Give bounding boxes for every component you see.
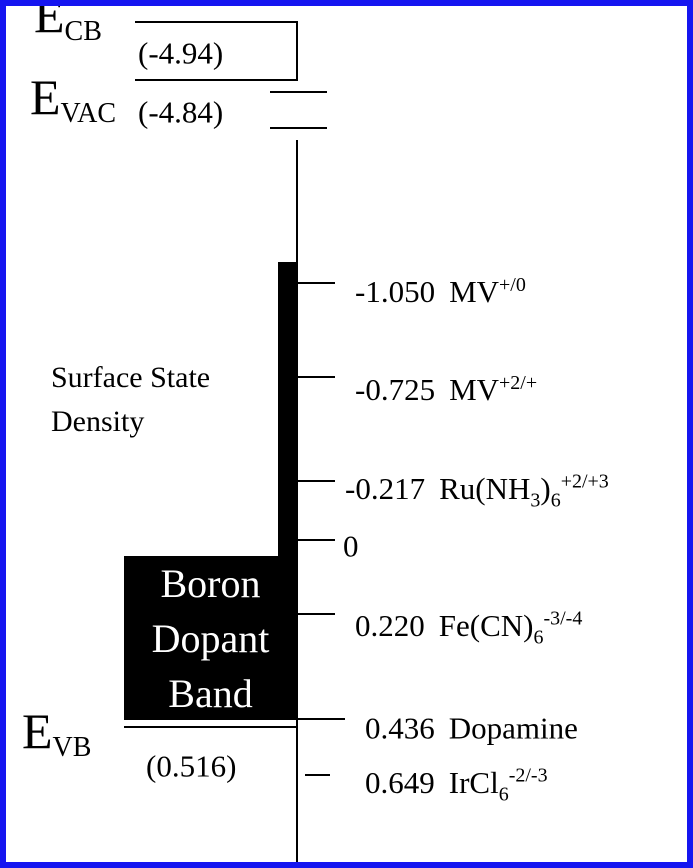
evb-label: EVB (22, 706, 91, 762)
text: Dopant (151, 616, 270, 661)
text: Dopamine (448, 710, 578, 746)
text: -0.217 (345, 471, 426, 507)
text: Density (51, 405, 145, 438)
band-label: Boron Dopant Band (124, 556, 297, 720)
text: 0.220 (355, 608, 425, 644)
text: IrCl (448, 765, 499, 801)
text: VB (52, 732, 92, 763)
text: +2/+ (499, 371, 538, 394)
evac-label: EVAC (30, 72, 116, 128)
evac-value: (-4.84) (138, 94, 224, 130)
text: E (30, 69, 61, 125)
level: -0.217 Ru(NH3)6+2/+3 (345, 472, 609, 511)
text: VAC (60, 98, 117, 129)
text: Fe(CN) (438, 608, 534, 644)
level: -0.725 MV+2/+ (355, 373, 537, 405)
surface-state-label: Surface State Density (51, 356, 210, 444)
level: 0.436 Dopamine (365, 713, 578, 744)
text: ) (540, 471, 551, 507)
text: MV (449, 274, 500, 310)
text: -0.725 (355, 372, 436, 408)
text: E (22, 703, 53, 759)
ecb-value: (-4.94) (138, 35, 224, 71)
ecb-label: ECB (34, 0, 102, 47)
text: +/0 (499, 273, 526, 296)
level: 0.649 IrCl6-2/-3 (365, 766, 548, 805)
text: Ru(NH (439, 471, 531, 507)
text: -2/-3 (508, 764, 548, 787)
text: E (34, 0, 65, 43)
text: 0.649 (365, 765, 435, 801)
text: MV (449, 372, 500, 408)
text: -3/-4 (543, 607, 583, 630)
level: 0 (343, 531, 359, 562)
text: Surface State (51, 361, 211, 394)
text: 6 (498, 783, 509, 806)
text: Band (168, 671, 253, 716)
text: 0.436 (365, 710, 435, 746)
dopant-band (124, 556, 297, 720)
level: -1.050 MV+/0 (355, 275, 526, 307)
level: 0.220 Fe(CN)6-3/-4 (355, 609, 582, 648)
text: +2/+3 (560, 470, 609, 493)
cb-bracket (135, 21, 298, 81)
text: CB (64, 16, 102, 47)
text: 0 (343, 528, 359, 564)
text: 3 (530, 489, 541, 512)
text: Boron (160, 561, 261, 606)
text: -1.050 (355, 274, 436, 310)
text: 6 (550, 489, 561, 512)
text: 6 (533, 626, 544, 649)
evb-value: (0.516) (146, 748, 237, 784)
